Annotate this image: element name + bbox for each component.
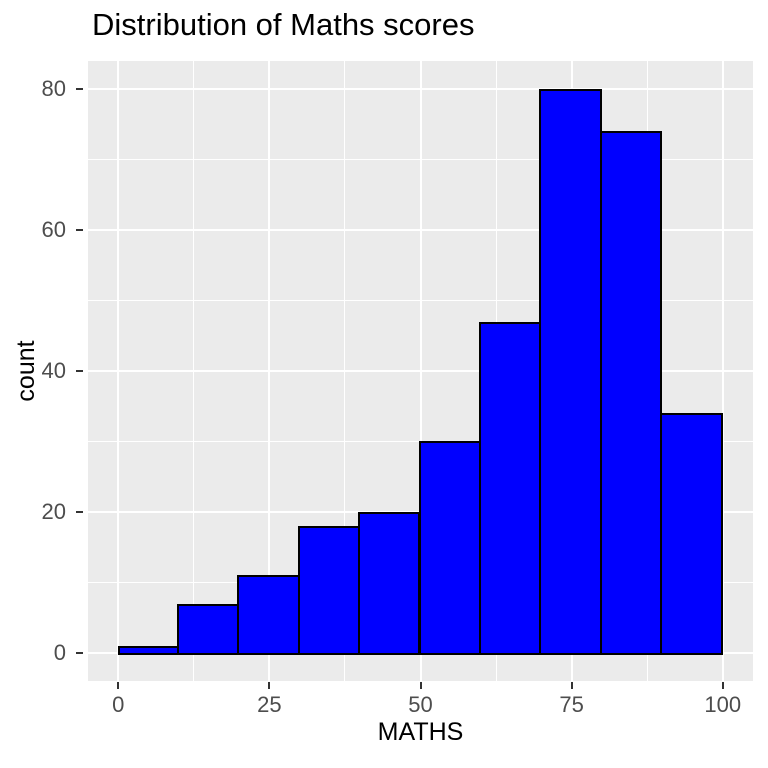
x-axis-title: MATHS bbox=[377, 718, 464, 746]
gridline-major-horizontal bbox=[88, 229, 753, 232]
histogram-bar bbox=[358, 511, 421, 655]
histogram-bar bbox=[176, 603, 240, 655]
y-tick-label: 60 bbox=[41, 217, 66, 243]
histogram-bar bbox=[237, 575, 300, 655]
histogram-bar bbox=[478, 321, 542, 655]
x-tick-label: 50 bbox=[408, 692, 433, 717]
x-tick-mark bbox=[268, 682, 271, 689]
histogram-bar bbox=[660, 413, 723, 655]
y-tick-label: 20 bbox=[41, 498, 66, 524]
histogram-bar bbox=[118, 645, 179, 655]
y-tick-label: 80 bbox=[41, 76, 66, 102]
histogram-bar bbox=[599, 131, 663, 655]
x-tick-label: 0 bbox=[112, 692, 125, 717]
gridline-major-horizontal bbox=[88, 88, 753, 91]
y-tick-mark bbox=[76, 88, 83, 91]
x-tick-mark bbox=[721, 682, 724, 689]
plot-panel bbox=[88, 61, 753, 681]
y-tick-mark bbox=[76, 229, 83, 232]
x-tick-mark bbox=[117, 682, 120, 689]
histogram-bar bbox=[418, 441, 481, 655]
y-tick-mark bbox=[76, 651, 83, 654]
y-tick-label: 40 bbox=[41, 358, 66, 383]
y-tick-label: 0 bbox=[53, 639, 66, 665]
x-tick-mark bbox=[570, 682, 573, 689]
x-tick-label: 75 bbox=[559, 692, 584, 717]
histogram-bar bbox=[539, 89, 602, 655]
histogram-bar bbox=[297, 526, 361, 655]
y-tick-mark bbox=[76, 370, 83, 372]
plot-title: Distribution of Maths scores bbox=[92, 7, 475, 42]
gridline-major-horizontal bbox=[88, 370, 753, 372]
x-tick-mark bbox=[419, 682, 422, 689]
y-tick-mark bbox=[76, 510, 83, 513]
x-tick-label: 100 bbox=[704, 692, 742, 717]
x-tick-label: 25 bbox=[257, 692, 282, 717]
